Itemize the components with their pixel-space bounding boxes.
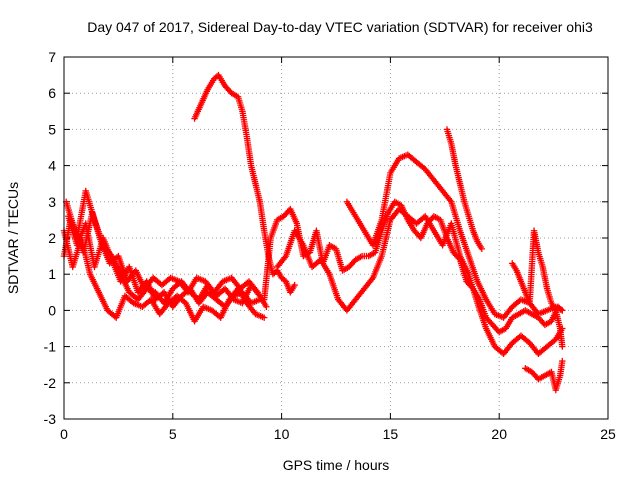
data-point — [260, 314, 268, 321]
y-tick-label: 3 — [48, 194, 56, 210]
series-track-e — [191, 71, 298, 296]
y-tick-label: 0 — [48, 302, 56, 318]
data-point — [291, 281, 298, 289]
data-point — [559, 307, 566, 314]
y-axis-label: SDTVAR / TECUs — [5, 182, 21, 294]
x-axis-label: GPS time / hours — [283, 457, 390, 473]
chart-title: Day 047 of 2017, Sidereal Day-to-day VTE… — [87, 19, 593, 35]
x-tick-label: 10 — [274, 426, 290, 442]
series-track-g — [274, 205, 566, 358]
x-tick-label: 20 — [491, 426, 507, 442]
series-track-c — [62, 198, 261, 296]
data-point — [478, 245, 485, 253]
y-tick-label: -3 — [44, 411, 57, 427]
x-tick-label: 15 — [383, 426, 399, 442]
series-track-d — [65, 213, 264, 310]
y-tick-label: 7 — [48, 49, 56, 65]
series-track-h — [343, 151, 566, 321]
series-track-j — [509, 227, 566, 350]
y-tick-label: 6 — [48, 85, 56, 101]
y-tick-label: 5 — [48, 121, 56, 137]
y-tick-label: 1 — [48, 266, 56, 282]
data-point — [263, 303, 270, 310]
series-track-i — [443, 126, 485, 253]
grid — [64, 57, 608, 419]
y-tick-label: 2 — [48, 230, 56, 246]
data-point — [559, 343, 566, 350]
data-markers — [60, 71, 566, 394]
y-tick-label: -1 — [44, 339, 57, 355]
data-point — [559, 357, 566, 365]
x-tick-label: 25 — [600, 426, 616, 442]
data-point — [254, 289, 261, 296]
plot-frame — [63, 56, 609, 420]
y-tick-label: 4 — [48, 158, 56, 174]
y-tick-label: -2 — [44, 375, 57, 391]
x-tick-label: 0 — [60, 426, 68, 442]
x-tick-label: 5 — [169, 426, 177, 442]
series-track-k — [522, 357, 566, 394]
